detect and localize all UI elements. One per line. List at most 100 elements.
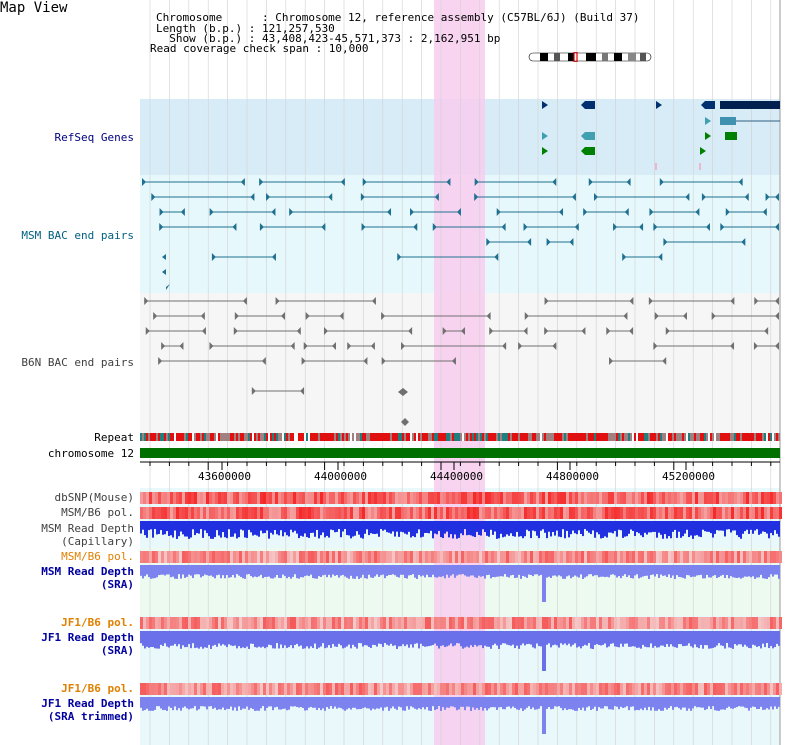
repeat-segment xyxy=(220,433,222,441)
jf1-b6-pol-strip xyxy=(698,617,701,629)
jf1-depth-trimmed-bar xyxy=(154,697,156,710)
jf1-depth-bar xyxy=(244,631,246,649)
jf1-b6-pol-2-strip xyxy=(665,683,668,695)
msm-depth-sra-bar xyxy=(184,565,186,578)
msm-b6-pol-strip xyxy=(197,507,200,519)
msm-depth-cap-bar xyxy=(204,521,206,531)
repeat-segment xyxy=(286,433,288,441)
msm-depth-cap-bar xyxy=(420,521,422,538)
msm-depth-cap-bar xyxy=(698,521,700,537)
jf1-b6-pol-strip xyxy=(167,617,170,629)
jf1-b6-pol-strip xyxy=(551,617,554,629)
msm-depth-cap-bar xyxy=(534,521,536,532)
repeat-segment xyxy=(420,433,422,441)
jf1-b6-pol-strip xyxy=(620,617,623,629)
msm-depth-cap-bar xyxy=(186,521,188,537)
jf1-b6-pol-2-strip xyxy=(389,683,392,695)
msm-bac-pair xyxy=(775,193,779,201)
jf1-depth-bar xyxy=(364,631,366,646)
msm-depth-cap-bar xyxy=(338,521,340,530)
dbsnp-strip xyxy=(770,492,773,504)
msm-depth-cap-bar xyxy=(144,521,146,536)
jf1-b6-pol-2-strip xyxy=(734,683,737,695)
msm-depth-sra-bar xyxy=(376,565,378,575)
msm-depth-sra-bar xyxy=(312,565,314,579)
msm-depth-sra-bar xyxy=(398,565,400,578)
jf1-depth-bar xyxy=(572,631,574,645)
jf1-depth-trimmed-bar xyxy=(590,697,592,710)
refseq-gene xyxy=(585,101,595,109)
jf1-depth-trimmed-bar xyxy=(338,697,340,708)
chromosome-ideogram[interactable] xyxy=(528,52,652,62)
b6n-bac-pair xyxy=(290,342,295,350)
repeat-segment xyxy=(290,433,292,441)
jf1-depth-trimmed-bar xyxy=(452,697,454,707)
dbsnp-strip xyxy=(617,492,620,504)
jf1-depth-trimmed-bar xyxy=(730,697,732,709)
msm-depth-cap-bar xyxy=(740,521,742,539)
jf1-b6-pol-2-strip xyxy=(437,683,440,695)
jf1-b6-pol-strip xyxy=(458,617,461,629)
repeat-segment xyxy=(298,433,300,441)
msm-b6-pol-strip xyxy=(560,507,563,519)
msm-depth-sra-label: MSM Read Depth xyxy=(41,565,134,578)
msm-b6-pol-strip xyxy=(311,507,314,519)
jf1-depth-trimmed-bar xyxy=(258,697,260,711)
repeat-segment xyxy=(776,433,778,441)
dbsnp-strip xyxy=(605,492,608,504)
jf1-b6-pol-2-strip xyxy=(740,683,743,695)
msm-b6-pol-2-strip xyxy=(770,551,773,563)
msm-depth-cap-bar xyxy=(530,521,532,539)
jf1-depth-trimmed-bar xyxy=(636,697,638,710)
jf1-depth-trimmed-bar xyxy=(372,697,374,709)
refseq-gene xyxy=(701,101,705,109)
msm-bac-pair xyxy=(775,223,779,231)
repeat-segment xyxy=(376,433,378,441)
repeat-segment xyxy=(188,433,190,441)
msm-b6-pol-strip xyxy=(302,507,305,519)
msm-bac-label: MSM BAC end pairs xyxy=(21,229,134,242)
msm-b6-pol-2-strip xyxy=(245,551,248,563)
msm-b6-pol-2-strip xyxy=(230,551,233,563)
jf1-depth-bar xyxy=(472,631,474,647)
msm-b6-pol-strip xyxy=(437,507,440,519)
jf1-depth-bar xyxy=(696,631,698,648)
jf1-b6-pol-2-strip xyxy=(185,683,188,695)
jf1-b6-pol-2-strip xyxy=(776,683,779,695)
msm-depth-cap-bar xyxy=(582,521,584,537)
msm-depth-sra-bar xyxy=(688,565,690,576)
repeat-segment xyxy=(466,433,468,441)
jf1-b6-pol-2-strip xyxy=(512,683,515,695)
msm-depth-sra-bar xyxy=(742,565,744,578)
jf1-depth-trimmed-bar xyxy=(254,697,256,711)
msm-b6-pol-strip xyxy=(365,507,368,519)
msm-depth-sra-bar xyxy=(468,565,470,577)
msm-b6-pol-strip xyxy=(239,507,242,519)
msm-bac-pair xyxy=(501,223,506,231)
msm-bac-pair xyxy=(434,193,439,201)
msm-b6-pol-strip xyxy=(191,507,194,519)
jf1-b6-pol-strip xyxy=(407,617,410,629)
msm-depth-cap-bar xyxy=(172,521,174,538)
b6n-bac-pair xyxy=(665,327,670,335)
jf1-depth-trimmed-bar xyxy=(166,697,168,711)
msm-depth-sra-bar xyxy=(512,565,514,575)
msm-depth-sra-bar xyxy=(552,565,554,576)
msm-b6-pol-2-strip xyxy=(167,551,170,563)
b6n-bac-pair xyxy=(371,297,376,305)
msm-b6-pol-2-strip xyxy=(470,551,473,563)
jf1-depth-trimmed-bar xyxy=(444,697,446,710)
msm-b6-pol-2-strip xyxy=(677,551,680,563)
jf1-depth-bar xyxy=(404,631,406,647)
dbsnp-strip xyxy=(644,492,647,504)
jf1-depth-trimmed-bar xyxy=(352,697,354,708)
msm-depth-sra-bar xyxy=(218,565,220,575)
msm-b6-pol-2-strip xyxy=(614,551,617,563)
msm-depth-cap-bar xyxy=(424,521,426,534)
jf1-depth-trimmed-bar xyxy=(430,697,432,711)
msm-depth-cap-bar xyxy=(240,521,242,530)
dbsnp-strip xyxy=(584,492,587,504)
msm-b6-pol-strip xyxy=(209,507,212,519)
jf1-b6-pol-strip xyxy=(263,617,266,629)
